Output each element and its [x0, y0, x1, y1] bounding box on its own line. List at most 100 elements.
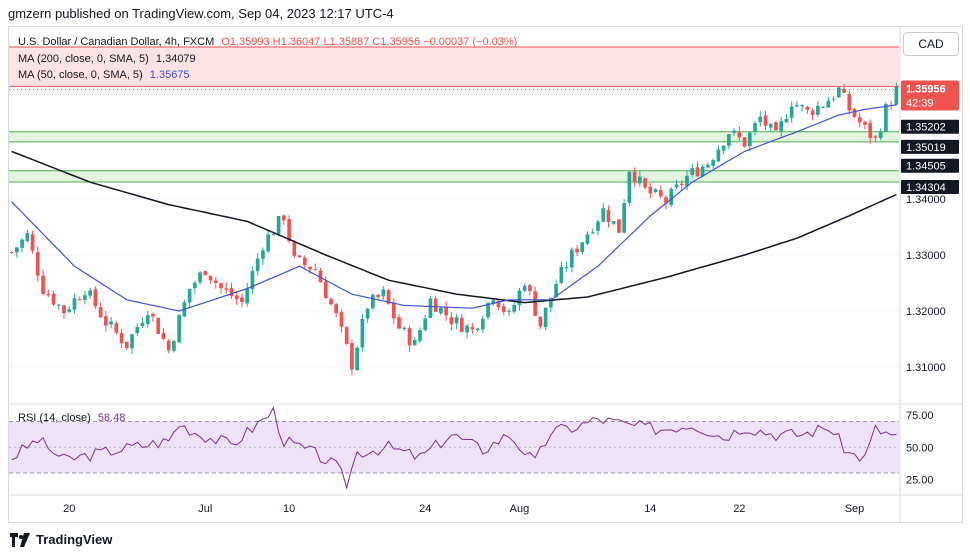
candle [151, 312, 155, 322]
candle-body [606, 209, 611, 223]
candle [35, 246, 40, 282]
candle [329, 296, 333, 306]
candle-body [35, 252, 40, 276]
candle [470, 322, 475, 334]
candle-body [213, 280, 218, 283]
candle-body [444, 307, 448, 316]
candle-body [700, 166, 705, 177]
level-price-label: 1.34304 [901, 179, 959, 194]
candle [454, 313, 459, 330]
candle [391, 297, 396, 325]
candle-body [601, 208, 606, 222]
candle-body [522, 285, 527, 291]
candle-body [894, 86, 899, 105]
candle [135, 323, 140, 336]
candle-body [774, 122, 778, 131]
candle-body [318, 270, 323, 283]
candle [360, 314, 365, 352]
candle [56, 303, 61, 310]
candle [104, 311, 108, 332]
candle-body [355, 347, 359, 371]
price-tick-label: 1.31000 [906, 362, 946, 374]
candle [334, 302, 339, 318]
candle [119, 328, 124, 348]
candle [302, 255, 307, 269]
candle-body [517, 290, 522, 306]
candle [187, 288, 192, 308]
candle-body [826, 100, 831, 108]
candle [795, 100, 799, 108]
candle-body [753, 123, 757, 132]
candle [229, 282, 234, 299]
candle [569, 247, 574, 273]
candle [491, 299, 496, 307]
time-tick-label: 14 [644, 503, 656, 515]
candle-body [418, 330, 422, 342]
candle [601, 203, 606, 223]
candle [365, 307, 370, 323]
candle [884, 102, 888, 133]
candle-body [98, 307, 103, 318]
candle [852, 108, 857, 119]
candle [695, 161, 700, 177]
candle [606, 205, 611, 228]
candle-body [72, 298, 77, 310]
candle [873, 135, 878, 143]
candle [763, 110, 768, 131]
candle-body [109, 321, 113, 325]
candle-body [638, 176, 642, 184]
candle-body [124, 341, 129, 348]
candle [355, 345, 359, 372]
candle-body [821, 106, 825, 108]
candle [805, 105, 810, 114]
candle-body [350, 343, 354, 370]
level-price-text: 1.34505 [906, 161, 946, 173]
candle-body [549, 297, 553, 308]
candle [836, 86, 841, 99]
candle [559, 261, 564, 285]
candle-body [737, 131, 742, 138]
candle-body [313, 269, 318, 271]
candle-body [20, 239, 24, 248]
candle [465, 324, 469, 339]
candle [140, 317, 145, 328]
candle-body [161, 332, 166, 340]
time-tick-label: Sep [845, 503, 865, 515]
candle-body [255, 258, 260, 272]
level-price-box [901, 139, 959, 154]
candle [433, 295, 438, 313]
candle [350, 339, 354, 376]
candle-body [250, 270, 255, 290]
candle-body [475, 328, 480, 331]
candle [774, 120, 778, 131]
ma200-legend[interactable]: MA (200, close, 0, SMA, 5) 1.34079 [18, 53, 196, 65]
branding-footer[interactable]: TradingView [10, 532, 112, 547]
candle [460, 313, 464, 333]
candle [109, 316, 113, 329]
candle-body [569, 249, 574, 268]
candle-body [664, 197, 668, 204]
candle-body [391, 302, 396, 319]
currency-button[interactable]: CAD [903, 32, 959, 56]
support-zone [9, 131, 899, 142]
rsi-label: RSI (14, close) [18, 412, 91, 424]
candle-body [261, 250, 265, 259]
candle-body [140, 322, 145, 327]
candle-body [229, 288, 234, 297]
level-price-label: 1.35019 [901, 139, 959, 154]
candle [67, 306, 72, 314]
candle-body [460, 317, 464, 332]
candle-body [104, 316, 108, 326]
candle [737, 126, 742, 141]
candle [528, 284, 532, 296]
candle-body [795, 105, 799, 107]
ma50-legend[interactable]: MA (50, close, 0, SMA, 5) 1.35675 [18, 69, 190, 81]
candle-body [648, 186, 653, 194]
candle [868, 119, 873, 144]
candle [297, 255, 302, 258]
candle [789, 101, 794, 123]
candle [800, 104, 804, 112]
rsi-legend[interactable]: RSI (14, close) 58.48 [18, 412, 125, 424]
candle-body [449, 317, 454, 325]
